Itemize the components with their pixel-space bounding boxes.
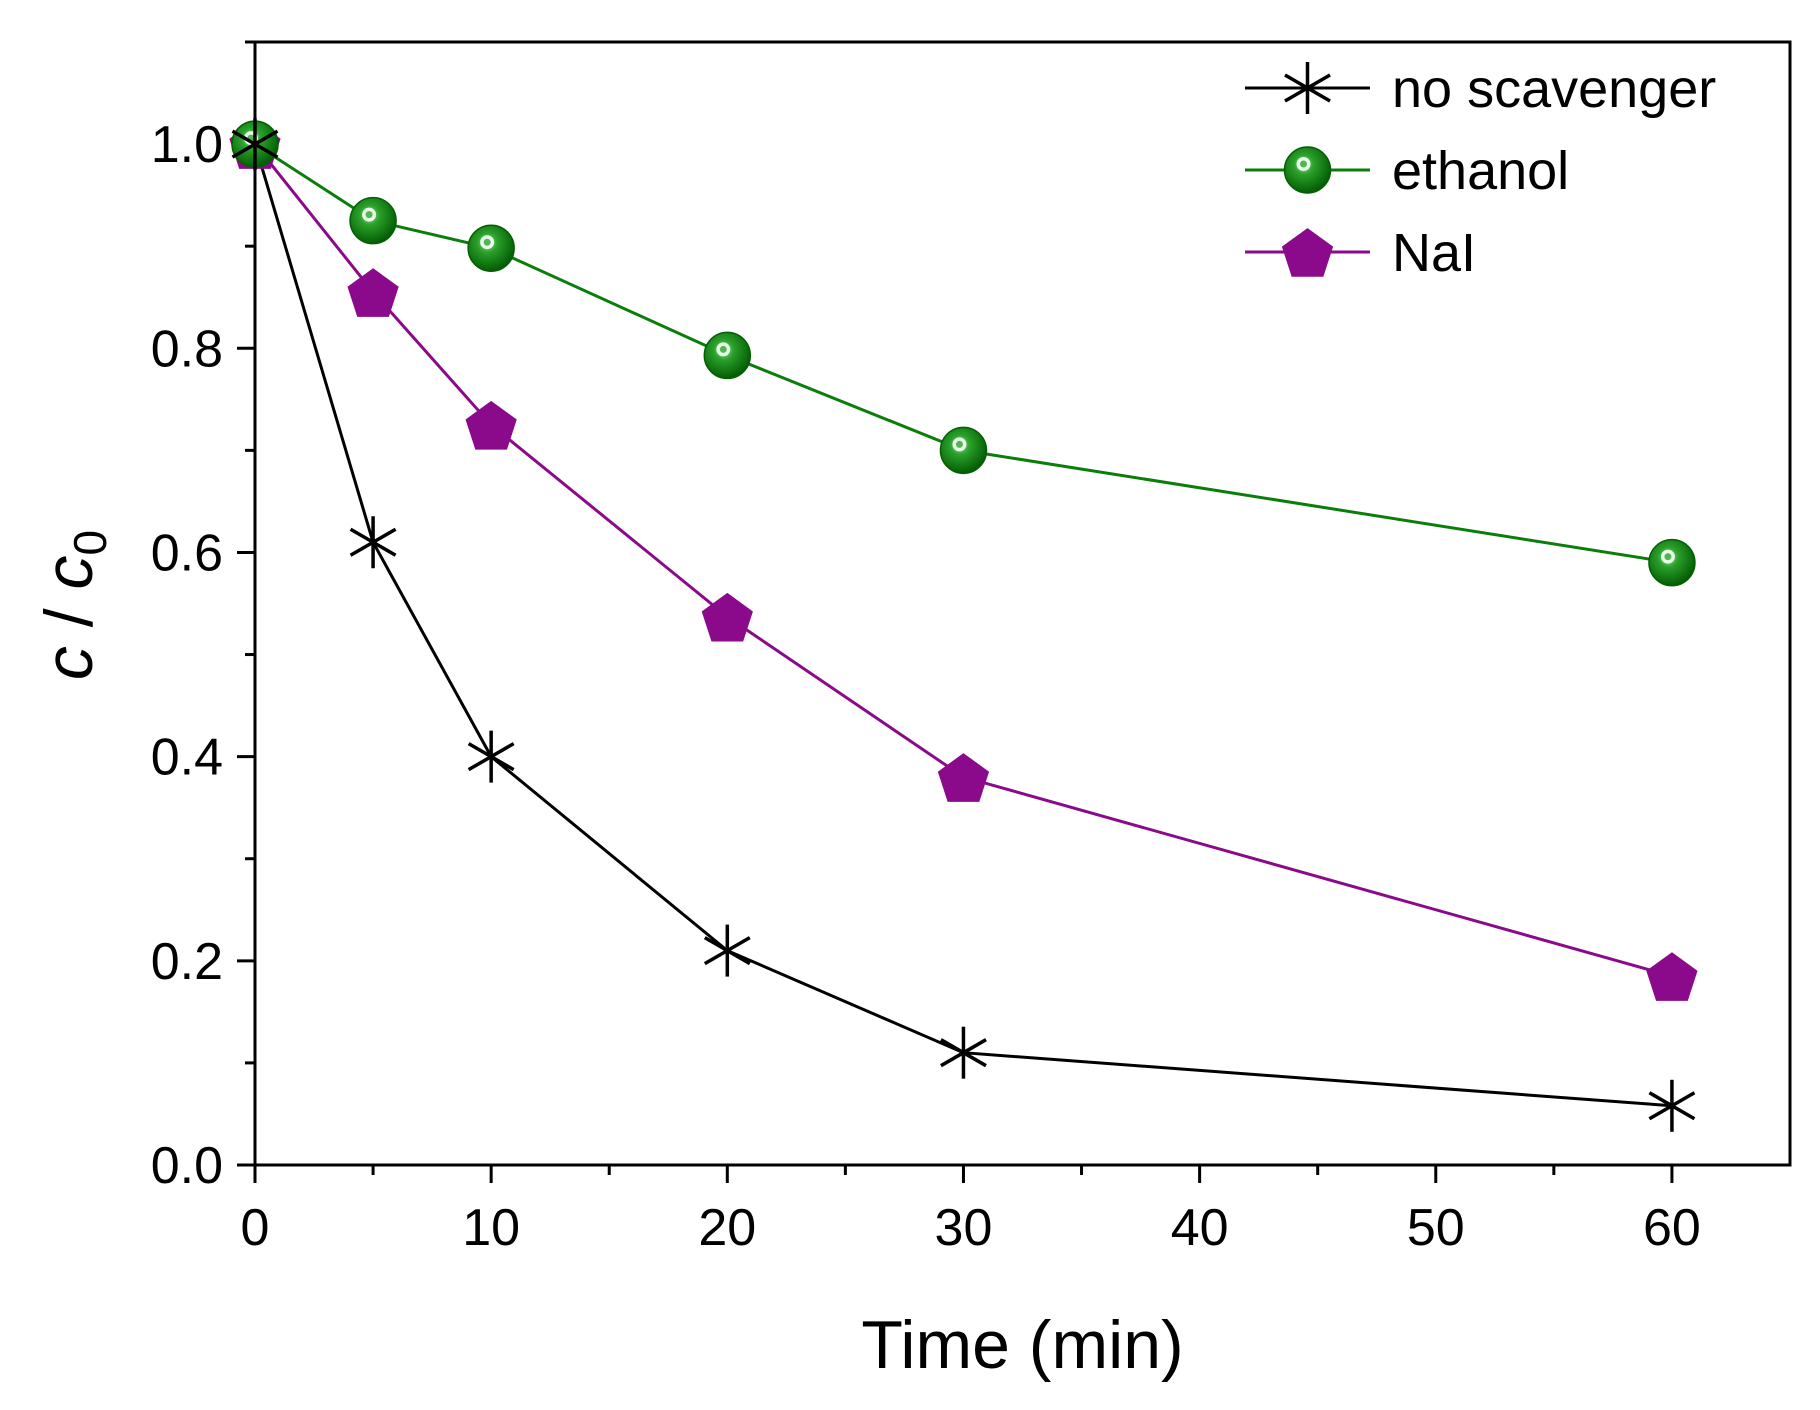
data-point-ethanol bbox=[703, 331, 752, 380]
sphere-highlight-core bbox=[365, 211, 373, 219]
y-axis-title-numerator: c bbox=[31, 646, 107, 680]
data-point-ethanol bbox=[1648, 538, 1696, 587]
y-axis-title-subscript: 0 bbox=[64, 530, 116, 556]
asterisk-stroke bbox=[1648, 1091, 1696, 1121]
x-tick-label: 0 bbox=[241, 1199, 270, 1257]
legend-marker bbox=[1281, 228, 1334, 277]
x-tick-label: 40 bbox=[1171, 1199, 1229, 1257]
data-point-ethanol bbox=[349, 196, 397, 245]
series-markers-group bbox=[229, 118, 1698, 1132]
data-point-nai bbox=[937, 753, 990, 802]
x-tick-label: 20 bbox=[698, 1199, 756, 1257]
plot-frame bbox=[253, 40, 1792, 1167]
y-tick-label: 0.8 bbox=[151, 320, 223, 378]
y-axis-title-denominator: c bbox=[31, 555, 107, 589]
data-point-no-scavenger bbox=[1648, 1079, 1696, 1132]
sphere-body bbox=[467, 224, 515, 272]
asterisk-stroke bbox=[231, 129, 279, 159]
sphere-highlight-core bbox=[1300, 160, 1307, 168]
data-point-nai bbox=[465, 400, 517, 450]
x-tick-label: 10 bbox=[462, 1199, 520, 1257]
asterisk-stroke bbox=[349, 527, 397, 557]
data-point-nai bbox=[347, 268, 399, 317]
x-tick-label: 60 bbox=[1643, 1199, 1701, 1257]
series-lines-group bbox=[253, 142, 1673, 1108]
y-tick-label: 0.6 bbox=[151, 524, 223, 582]
sphere-body bbox=[1648, 538, 1696, 587]
y-tick-label: 0.4 bbox=[151, 729, 223, 787]
data-point-nai bbox=[1646, 952, 1698, 1001]
legend-label: NaI bbox=[1392, 223, 1476, 283]
y-tick-label: 0.0 bbox=[151, 1137, 223, 1195]
x-axis-title: Time (min) bbox=[861, 1307, 1183, 1383]
series-line-nai bbox=[253, 143, 1673, 978]
legend: no scavenger ethanol NaI bbox=[1245, 59, 1716, 283]
y-tick-label: 1.0 bbox=[151, 116, 223, 174]
asterisk-stroke bbox=[940, 1038, 987, 1068]
y-axis-title: c / c0 bbox=[31, 530, 116, 680]
sphere-highlight-core bbox=[955, 440, 963, 448]
data-point-nai bbox=[701, 592, 753, 642]
y-tick-label: 0.2 bbox=[151, 933, 223, 991]
sphere-highlight-core bbox=[1664, 553, 1672, 561]
legend-marker bbox=[1283, 146, 1332, 194]
data-point-ethanol bbox=[467, 224, 515, 272]
data-point-no-scavenger bbox=[231, 118, 279, 171]
data-point-no-scavenger bbox=[940, 1026, 987, 1079]
legend-item-no-scavenger: no scavenger bbox=[1245, 59, 1716, 119]
asterisk-stroke bbox=[1284, 73, 1331, 103]
sphere-body bbox=[349, 196, 397, 245]
sphere-body bbox=[1283, 146, 1332, 194]
sphere-body bbox=[939, 426, 988, 475]
legend-label: no scavenger bbox=[1392, 59, 1716, 119]
data-point-no-scavenger bbox=[467, 730, 515, 783]
data-point-no-scavenger bbox=[703, 924, 751, 977]
legend-marker bbox=[1284, 62, 1331, 114]
y-axis-title-slash: / bbox=[31, 589, 107, 646]
asterisk-stroke bbox=[703, 936, 751, 966]
legend-item-nai: NaI bbox=[1245, 223, 1476, 283]
sphere-highlight-core bbox=[719, 345, 727, 353]
asterisk-stroke bbox=[467, 742, 515, 772]
x-tick-label: 50 bbox=[1407, 1199, 1465, 1257]
sphere-highlight-core bbox=[483, 238, 491, 246]
axis-labels-group: 0 10 20 30 40 50 60 0.0 0.2 0.4 0.6 0.8 1.0 Time (min… bbox=[31, 116, 1701, 1383]
data-point-no-scavenger bbox=[349, 516, 397, 569]
legend-item-ethanol: ethanol bbox=[1245, 141, 1569, 201]
sphere-body bbox=[703, 331, 752, 380]
legend-label: ethanol bbox=[1392, 141, 1569, 201]
series-line-no-scavenger bbox=[253, 143, 1673, 1108]
x-tick-label: 30 bbox=[935, 1199, 993, 1257]
data-point-ethanol bbox=[939, 426, 988, 475]
axes-group bbox=[237, 40, 1792, 1183]
series-line-ethanol bbox=[254, 142, 1673, 565]
